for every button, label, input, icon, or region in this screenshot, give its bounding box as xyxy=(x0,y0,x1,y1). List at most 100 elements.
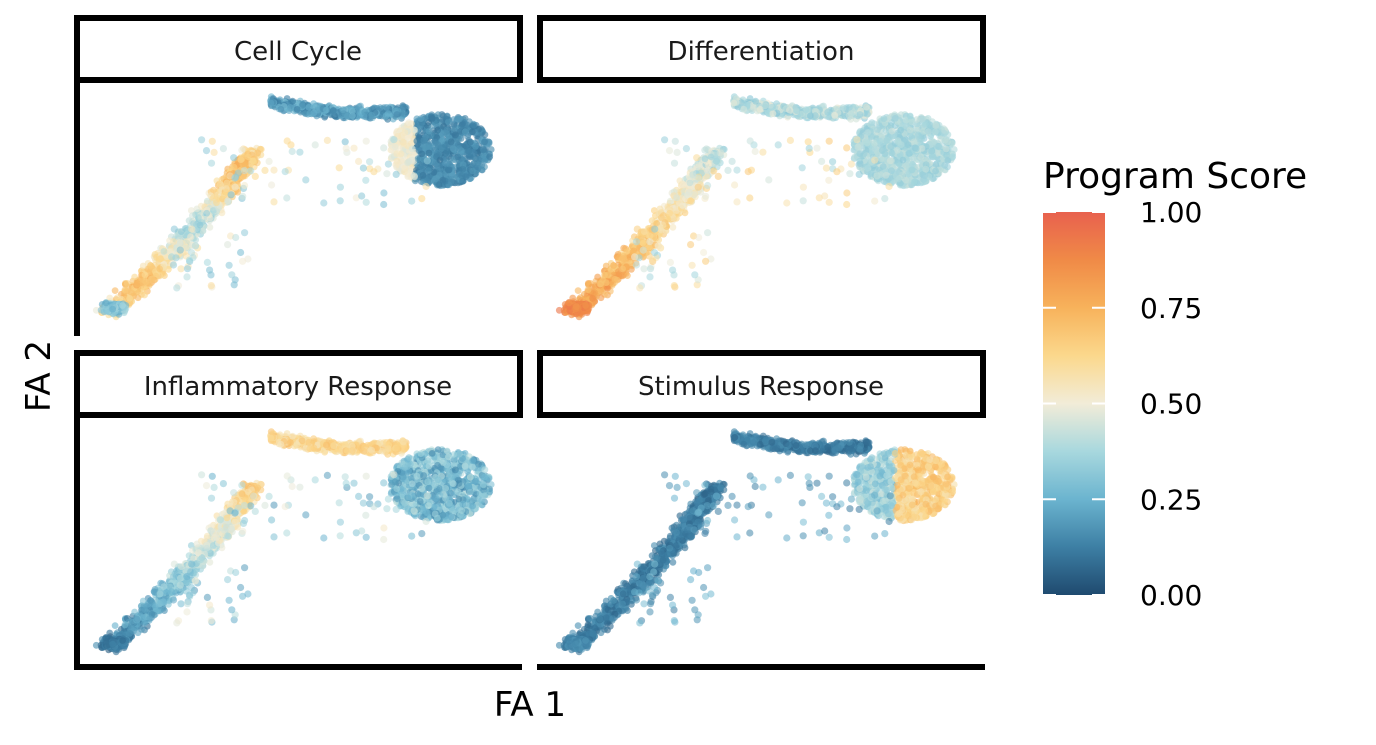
scatter-point xyxy=(445,166,453,174)
scatter-point xyxy=(251,172,259,180)
scatter-point xyxy=(769,110,777,117)
facet-strip-stimulus-response: Stimulus Response xyxy=(537,350,986,418)
scatter-point xyxy=(228,271,236,279)
scatter-point xyxy=(639,239,647,247)
scatter-point xyxy=(428,115,436,122)
scatter-point xyxy=(267,99,275,107)
scatter-point xyxy=(486,153,494,161)
scatter-point xyxy=(459,165,467,173)
scatter-point xyxy=(287,104,294,111)
scatter-point xyxy=(445,118,452,126)
scatter-point xyxy=(390,136,398,144)
scatter-point xyxy=(196,221,204,229)
scatter-point xyxy=(479,145,487,153)
scatter-point xyxy=(336,183,344,191)
scatter-point xyxy=(370,168,378,176)
scatter-point xyxy=(141,284,148,292)
scatter-point xyxy=(176,246,184,254)
scatter-point xyxy=(846,104,853,111)
scatter-point xyxy=(439,176,447,184)
scatter-point xyxy=(391,143,399,151)
scatter-point xyxy=(206,223,214,231)
scatter-point xyxy=(423,157,431,165)
scatter-point xyxy=(336,197,344,205)
scatter-point xyxy=(701,155,709,163)
scatter-point xyxy=(187,207,195,214)
scatter-point xyxy=(203,209,211,217)
scatter-point xyxy=(210,194,218,202)
scatter-point xyxy=(392,170,400,178)
scatter-point xyxy=(323,106,330,114)
scatter-point xyxy=(209,207,217,214)
scatter-point xyxy=(281,168,289,176)
scatter-point xyxy=(361,108,369,116)
scatter-point xyxy=(92,306,100,314)
scatter-point xyxy=(203,197,211,205)
scatter-point xyxy=(399,138,407,146)
scatter-point xyxy=(425,127,433,135)
scatter-point xyxy=(277,105,285,113)
scatter-point xyxy=(418,150,426,158)
scatter-point xyxy=(335,164,343,172)
scatter-point xyxy=(296,148,304,156)
scatter-point xyxy=(584,286,592,294)
scatter-point xyxy=(320,199,328,207)
scatter-point xyxy=(244,153,252,161)
facet-strip-cell-cycle: Cell Cycle xyxy=(74,15,523,83)
scatter-point xyxy=(265,157,273,165)
scatter-point xyxy=(863,103,870,111)
scatter-point xyxy=(230,154,238,162)
scatter-point xyxy=(121,286,129,294)
scatter-point xyxy=(602,279,610,287)
scatter-point xyxy=(293,106,301,113)
scatter-point xyxy=(384,160,392,168)
scatter-point xyxy=(594,273,601,281)
scatter-points-differentiation xyxy=(555,93,958,321)
scatter-point xyxy=(424,143,432,151)
scatter-point xyxy=(111,287,119,294)
scatter-point xyxy=(349,112,356,120)
scatter-point xyxy=(659,221,667,229)
scatter-point xyxy=(380,189,388,197)
scatter-point xyxy=(219,145,227,153)
scatter-point xyxy=(323,136,331,144)
scatter-point xyxy=(717,149,725,157)
scatter-point xyxy=(131,273,139,281)
scatter-point xyxy=(177,265,185,273)
scatter-point xyxy=(619,265,626,273)
scatter-point xyxy=(191,242,199,250)
scatter-point xyxy=(443,126,451,134)
scatter-point xyxy=(133,280,141,288)
scatter-point xyxy=(183,265,192,273)
scatter-point xyxy=(289,97,296,105)
scatter-point xyxy=(452,131,459,139)
scatter-point xyxy=(658,214,665,222)
scatter-point xyxy=(669,223,677,231)
scatter-point xyxy=(216,181,224,189)
scatter-point xyxy=(270,166,278,174)
scatter-point xyxy=(458,172,466,180)
scatter-point xyxy=(582,302,589,309)
scatter-point xyxy=(383,104,390,111)
scatter-point xyxy=(350,144,358,152)
scatter-point xyxy=(619,255,627,263)
facet-strip-inflammatory-response: Inflammatory Response xyxy=(74,350,523,418)
scatter-point xyxy=(413,137,421,145)
scatter-point xyxy=(225,261,233,269)
scatter-point xyxy=(572,305,580,313)
scatter-point xyxy=(240,173,248,180)
scatter-point xyxy=(434,126,441,134)
scatter-point xyxy=(232,233,240,242)
scatter-point xyxy=(169,261,178,269)
scatter-point xyxy=(610,262,617,269)
scatter-point xyxy=(602,262,610,270)
scatter-point xyxy=(102,299,110,307)
scatter-point xyxy=(342,144,350,152)
scatter-point xyxy=(288,147,296,156)
scatter-point xyxy=(686,179,694,187)
scatter-point xyxy=(241,229,249,237)
scatter-point xyxy=(366,158,374,166)
scatter-point xyxy=(239,192,247,200)
scatter-point xyxy=(481,131,489,139)
scatter-point xyxy=(169,238,178,246)
